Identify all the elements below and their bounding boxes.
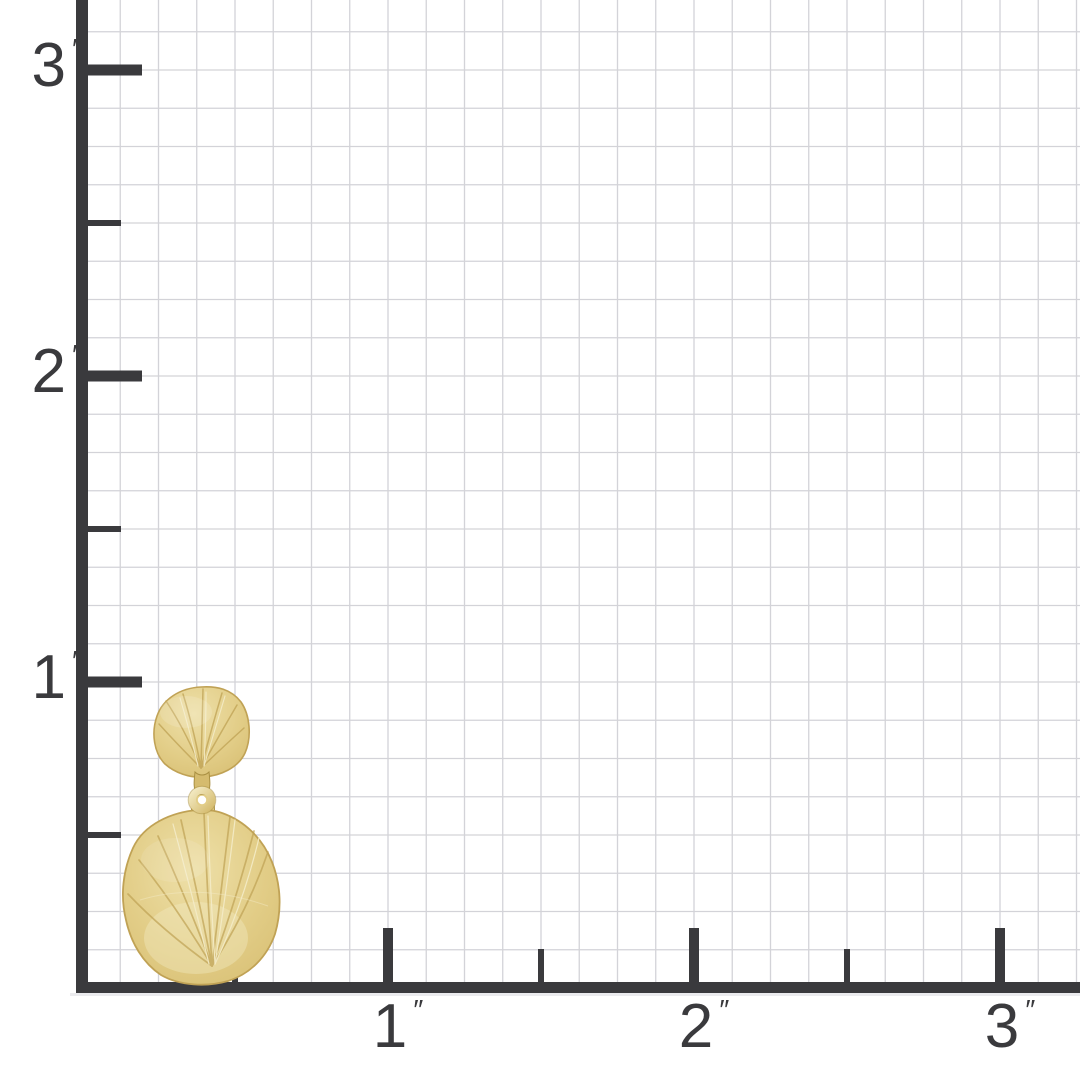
y-axis-label-1in: 1 ″ [31,643,82,712]
y-axis-ruler-bar [76,0,88,993]
x-axis-ruler-bar [76,982,1080,993]
big-petal-vein-highlights [172,815,260,965]
x-axis-major-tick-2in [689,928,699,982]
x-axis-minor-tick-1.5in [538,949,544,982]
y-axis-minor-tick-0.5in [88,832,121,838]
x-axis-major-tick-3in [995,928,1005,982]
y-axis-major-tick-1in [88,676,142,688]
small-petal-veins [158,688,245,769]
x-axis-minor-tick-2.5in [844,949,850,982]
small-petal-sheen [160,696,212,728]
tick-label-digit: 2 [31,337,66,406]
small-petal-vein-highlights [179,691,226,767]
jump-ring-outline [187,785,217,815]
earring-big-petal [122,809,281,986]
tick-label-digit: 1 [31,643,66,712]
inch-symbol: ″ [719,994,730,1025]
inch-symbol: ″ [413,994,424,1025]
x-axis-major-tick-1in [383,928,393,982]
inch-symbol: ″ [1025,994,1036,1025]
inch-symbol: ″ [72,339,82,370]
y-axis-label-2in: 2 ″ [31,337,82,406]
inch-symbol: ″ [72,645,82,676]
x-axis-label-2in: 2 ″ [678,992,729,1061]
big-petal-texture-line [139,891,269,907]
tick-label-digit: 3 [31,31,66,100]
jump-ring-hole [197,795,207,805]
tick-label-digit: 3 [984,992,1020,1061]
big-petal-sheen [141,838,209,882]
y-axis-major-tick-3in [88,64,142,76]
y-axis-label-3in: 3 ″ [31,31,82,100]
big-petal-veins [127,812,269,967]
y-axis-major-tick-2in [88,370,142,382]
tick-label-digit: 1 [372,992,408,1061]
tick-label-digit: 2 [678,992,714,1061]
x-axis-label-3in: 3 ″ [984,992,1035,1061]
earring-small-petal [153,686,250,778]
inch-symbol: ″ [72,33,82,64]
y-axis-minor-tick-2.5in [88,220,121,226]
x-axis-label-1in: 1 ″ [372,992,423,1061]
x-axis-shadow [70,993,1080,996]
y-axis-minor-tick-1.5in [88,526,121,532]
jump-ring [188,786,216,814]
